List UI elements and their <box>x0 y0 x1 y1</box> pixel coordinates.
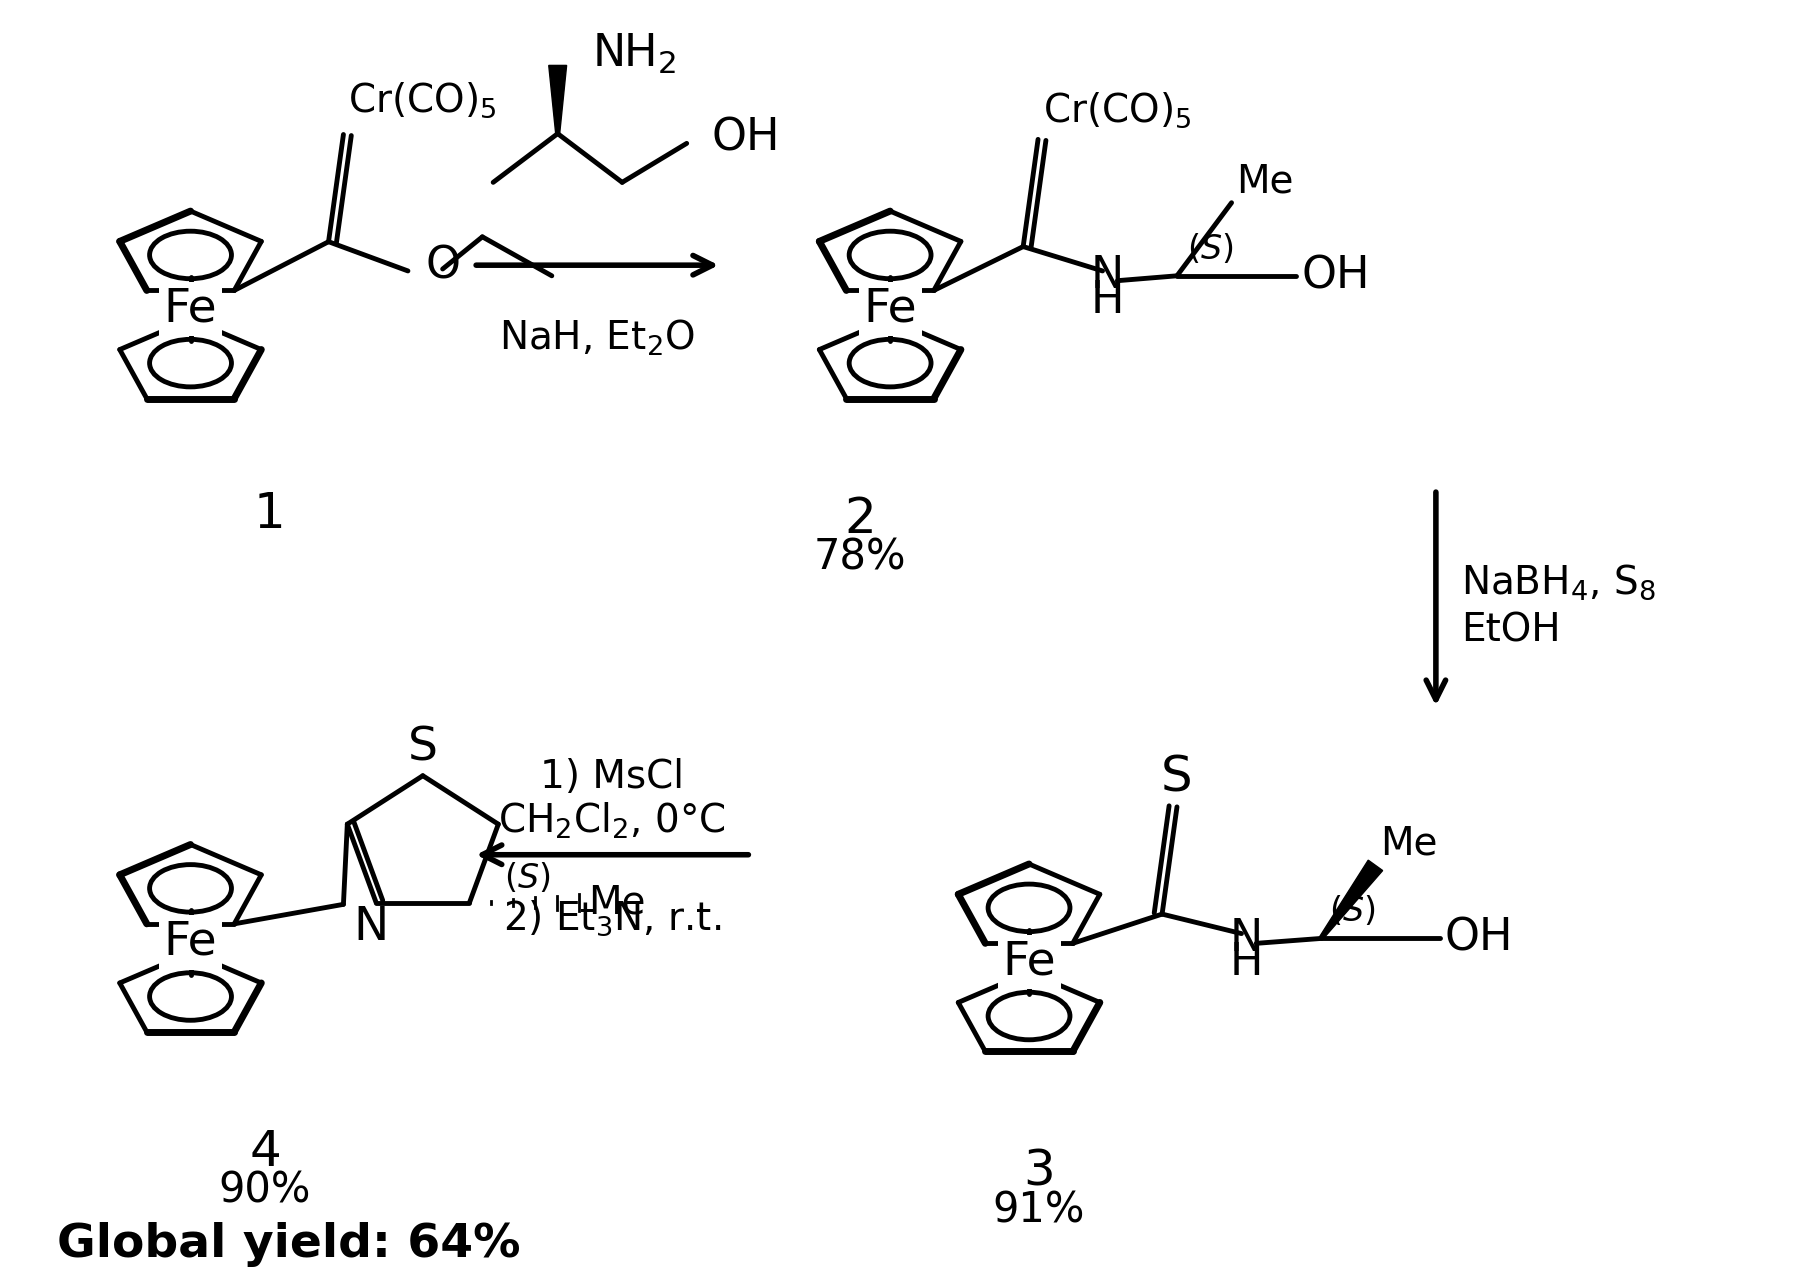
Text: Cr(CO)$_5$: Cr(CO)$_5$ <box>1044 91 1192 130</box>
Text: S: S <box>1161 754 1192 802</box>
Text: 3: 3 <box>1024 1148 1055 1196</box>
Text: Me: Me <box>1237 162 1293 200</box>
Text: 2: 2 <box>845 495 876 543</box>
Text: Me: Me <box>1380 825 1438 863</box>
Text: NaBH$_4$, S$_8$: NaBH$_4$, S$_8$ <box>1460 562 1655 602</box>
Text: 2) Et$_3$N, r.t.: 2) Et$_3$N, r.t. <box>503 899 722 938</box>
Text: 1) MsCl: 1) MsCl <box>541 757 684 796</box>
Text: Fe: Fe <box>1002 940 1056 984</box>
Text: S: S <box>407 725 438 771</box>
Text: NaH, Et$_2$O: NaH, Et$_2$O <box>499 319 695 358</box>
Text: 1: 1 <box>253 490 286 538</box>
Text: 4: 4 <box>250 1128 280 1176</box>
Text: OH: OH <box>1445 917 1514 960</box>
Text: EtOH: EtOH <box>1460 612 1561 649</box>
Text: N: N <box>1091 254 1123 297</box>
Polygon shape <box>1319 861 1382 940</box>
Text: ($S$): ($S$) <box>1187 232 1234 265</box>
Text: N: N <box>353 904 389 950</box>
Text: Me: Me <box>588 884 646 922</box>
Text: H: H <box>1091 279 1123 321</box>
Text: Fe: Fe <box>163 921 217 965</box>
Text: Fe: Fe <box>863 287 917 332</box>
Text: ($S$): ($S$) <box>505 862 550 895</box>
Text: 90%: 90% <box>219 1170 311 1213</box>
Text: H: H <box>1230 941 1263 984</box>
Text: Global yield: 64%: Global yield: 64% <box>56 1221 519 1267</box>
Text: N: N <box>1230 917 1263 960</box>
Text: O: O <box>425 245 461 288</box>
Text: 78%: 78% <box>814 537 906 579</box>
Text: Cr(CO)$_5$: Cr(CO)$_5$ <box>349 80 497 120</box>
Text: OH: OH <box>711 117 780 159</box>
Text: Fe: Fe <box>163 287 217 332</box>
Text: CH$_2$Cl$_2$, 0°C: CH$_2$Cl$_2$, 0°C <box>499 801 725 840</box>
Text: 91%: 91% <box>993 1190 1085 1232</box>
Polygon shape <box>548 65 566 134</box>
Text: NH$_2$: NH$_2$ <box>592 32 677 75</box>
Text: ($S$): ($S$) <box>1330 894 1375 928</box>
Text: OH: OH <box>1301 254 1369 297</box>
